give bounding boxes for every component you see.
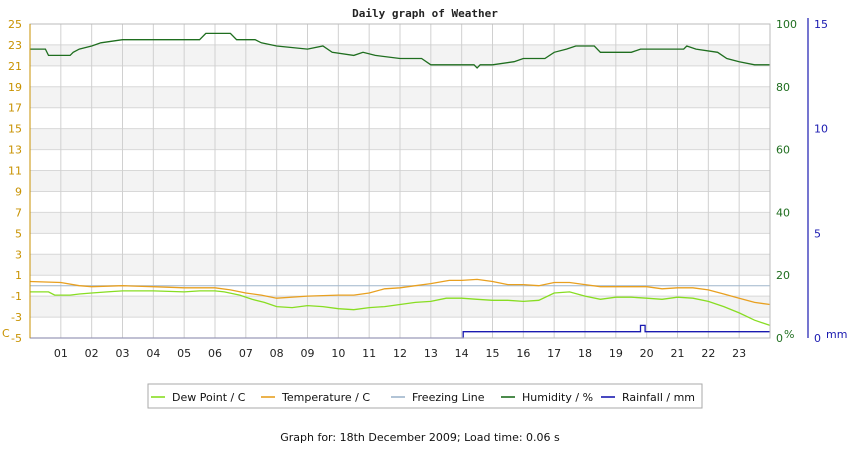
x-tick-label: 19 xyxy=(609,347,623,360)
legend-label: Freezing Line xyxy=(412,391,485,404)
rain-tick-label: 10 xyxy=(814,123,828,136)
x-tick-label: 14 xyxy=(455,347,469,360)
footer-text: Graph for: 18th December 2009; Load time… xyxy=(280,431,560,444)
x-tick-label: 01 xyxy=(54,347,68,360)
left-tick-label: 7 xyxy=(15,206,22,219)
humidity-tick-label: 20 xyxy=(776,269,790,282)
x-tick-label: 22 xyxy=(701,347,715,360)
x-tick-label: 11 xyxy=(362,347,376,360)
legend-label: Dew Point / C xyxy=(172,391,246,404)
x-tick-label: 10 xyxy=(331,347,345,360)
x-tick-label: 06 xyxy=(208,347,222,360)
series-temperature-c xyxy=(29,278,771,306)
rain-tick-label: 15 xyxy=(814,18,828,31)
series-layer xyxy=(29,32,771,339)
left-tick-label: 1 xyxy=(15,269,22,282)
x-tick-label: 17 xyxy=(547,347,561,360)
legend-label: Temperature / C xyxy=(281,391,370,404)
x-tick-label: 16 xyxy=(516,347,530,360)
left-tick-label: 9 xyxy=(15,185,22,198)
series-humidity xyxy=(30,32,770,69)
left-tick-label: 13 xyxy=(8,144,22,157)
left-tick-label: 17 xyxy=(8,102,22,115)
left-tick-label: -5 xyxy=(11,332,22,345)
x-tick-label: 02 xyxy=(85,347,99,360)
left-tick-label: -1 xyxy=(11,290,22,303)
legend-label: Rainfall / mm xyxy=(622,391,695,404)
humidity-tick-label: 60 xyxy=(776,144,790,157)
legend: Dew Point / C Temperature / C Freezing Lin… xyxy=(147,383,703,409)
x-tick-label: 23 xyxy=(732,347,746,360)
rain-axis-unit: mm xyxy=(826,328,847,341)
series-dew-point-c xyxy=(30,290,771,327)
legend-box xyxy=(147,383,703,409)
humidity-tick-label: 100 xyxy=(776,18,797,31)
x-tick-label: 04 xyxy=(146,347,160,360)
legend-label: Humidity / % xyxy=(522,391,593,404)
x-tick-label: 07 xyxy=(239,347,253,360)
x-tick-label: 20 xyxy=(640,347,654,360)
humidity-tick-label: 80 xyxy=(776,81,790,94)
x-tick-label: 18 xyxy=(578,347,592,360)
left-tick-label: 15 xyxy=(8,123,22,136)
x-tick-label: 05 xyxy=(177,347,191,360)
x-tick-label: 13 xyxy=(424,347,438,360)
humidity-tick-label: 0 xyxy=(776,332,783,345)
x-tick-label: 21 xyxy=(671,347,685,360)
rain-tick-label: 5 xyxy=(814,227,821,240)
x-tick-label: 08 xyxy=(270,347,284,360)
left-tick-label: 19 xyxy=(8,81,22,94)
chart-title: Daily graph of Weather xyxy=(352,7,498,20)
humidity-axis-unit: % xyxy=(784,328,794,341)
x-tick-label: 15 xyxy=(486,347,500,360)
left-tick-label: 5 xyxy=(15,227,22,240)
left-tick-label: 25 xyxy=(8,18,22,31)
axes: 252321191715131197531-1-3-51008060402001… xyxy=(8,18,828,360)
left-tick-label: -3 xyxy=(11,311,22,324)
x-tick-label: 09 xyxy=(301,347,315,360)
left-tick-label: 11 xyxy=(8,165,22,178)
x-tick-label: 12 xyxy=(393,347,407,360)
x-tick-label: 03 xyxy=(116,347,130,360)
left-tick-label: 21 xyxy=(8,60,22,73)
rain-tick-label: 0 xyxy=(814,332,821,345)
left-axis-unit: C xyxy=(2,327,10,340)
series-rainfall-mm xyxy=(30,324,770,339)
humidity-tick-label: 40 xyxy=(776,206,790,219)
left-tick-label: 3 xyxy=(15,248,22,261)
left-tick-label: 23 xyxy=(8,39,22,52)
